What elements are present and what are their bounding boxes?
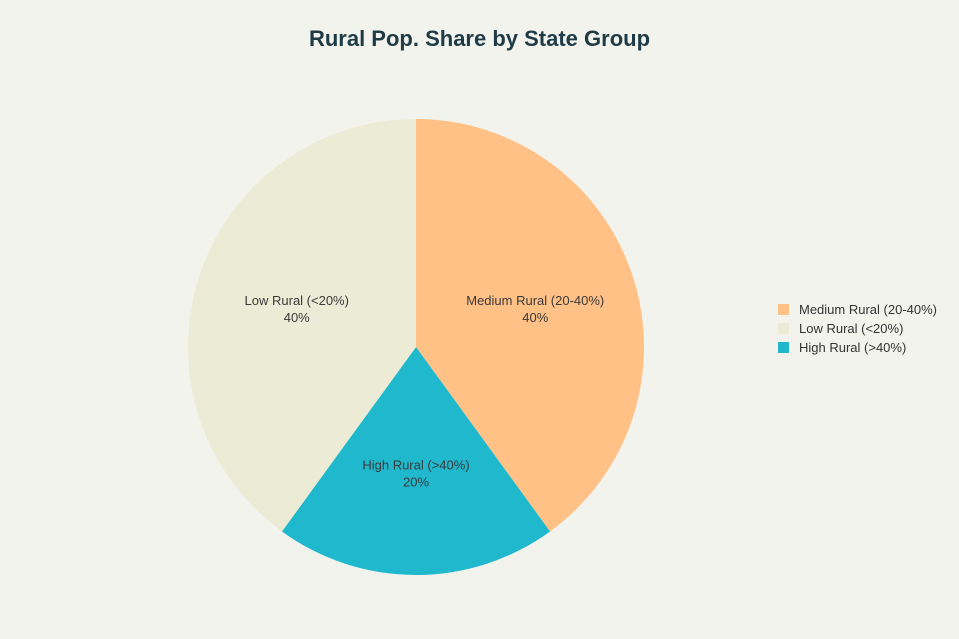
pie-slice-1[interactable] [281, 347, 551, 576]
pie-slice-0[interactable] [416, 119, 645, 532]
chart-title: Rural Pop. Share by State Group [308, 26, 651, 51]
legend-item-medium-rural[interactable]: Medium Rural (20-40%) [778, 300, 937, 319]
legend-label: High Rural (>40%) [799, 340, 907, 355]
slice-label: Low Rural (<20%) [245, 293, 349, 308]
legend-item-low-rural[interactable]: Low Rural (<20%) [778, 319, 937, 338]
slice-label: Medium Rural (20-40%) [466, 293, 604, 308]
legend-label: Low Rural (<20%) [799, 321, 904, 336]
slice-value-label: 40% [284, 310, 310, 325]
legend-swatch [778, 323, 789, 334]
legend-swatch [778, 342, 789, 353]
pie-slice-2[interactable] [187, 118, 416, 532]
legend-label: Medium Rural (20-40%) [799, 302, 937, 317]
legend-item-high-rural[interactable]: High Rural (>40%) [778, 338, 937, 357]
legend: Medium Rural (20-40%) Low Rural (<20%) H… [778, 300, 937, 357]
slice-value-label: 20% [403, 474, 429, 489]
legend-swatch [778, 304, 789, 315]
slice-label: High Rural (>40%) [362, 457, 469, 472]
slice-value-label: 40% [522, 310, 548, 325]
